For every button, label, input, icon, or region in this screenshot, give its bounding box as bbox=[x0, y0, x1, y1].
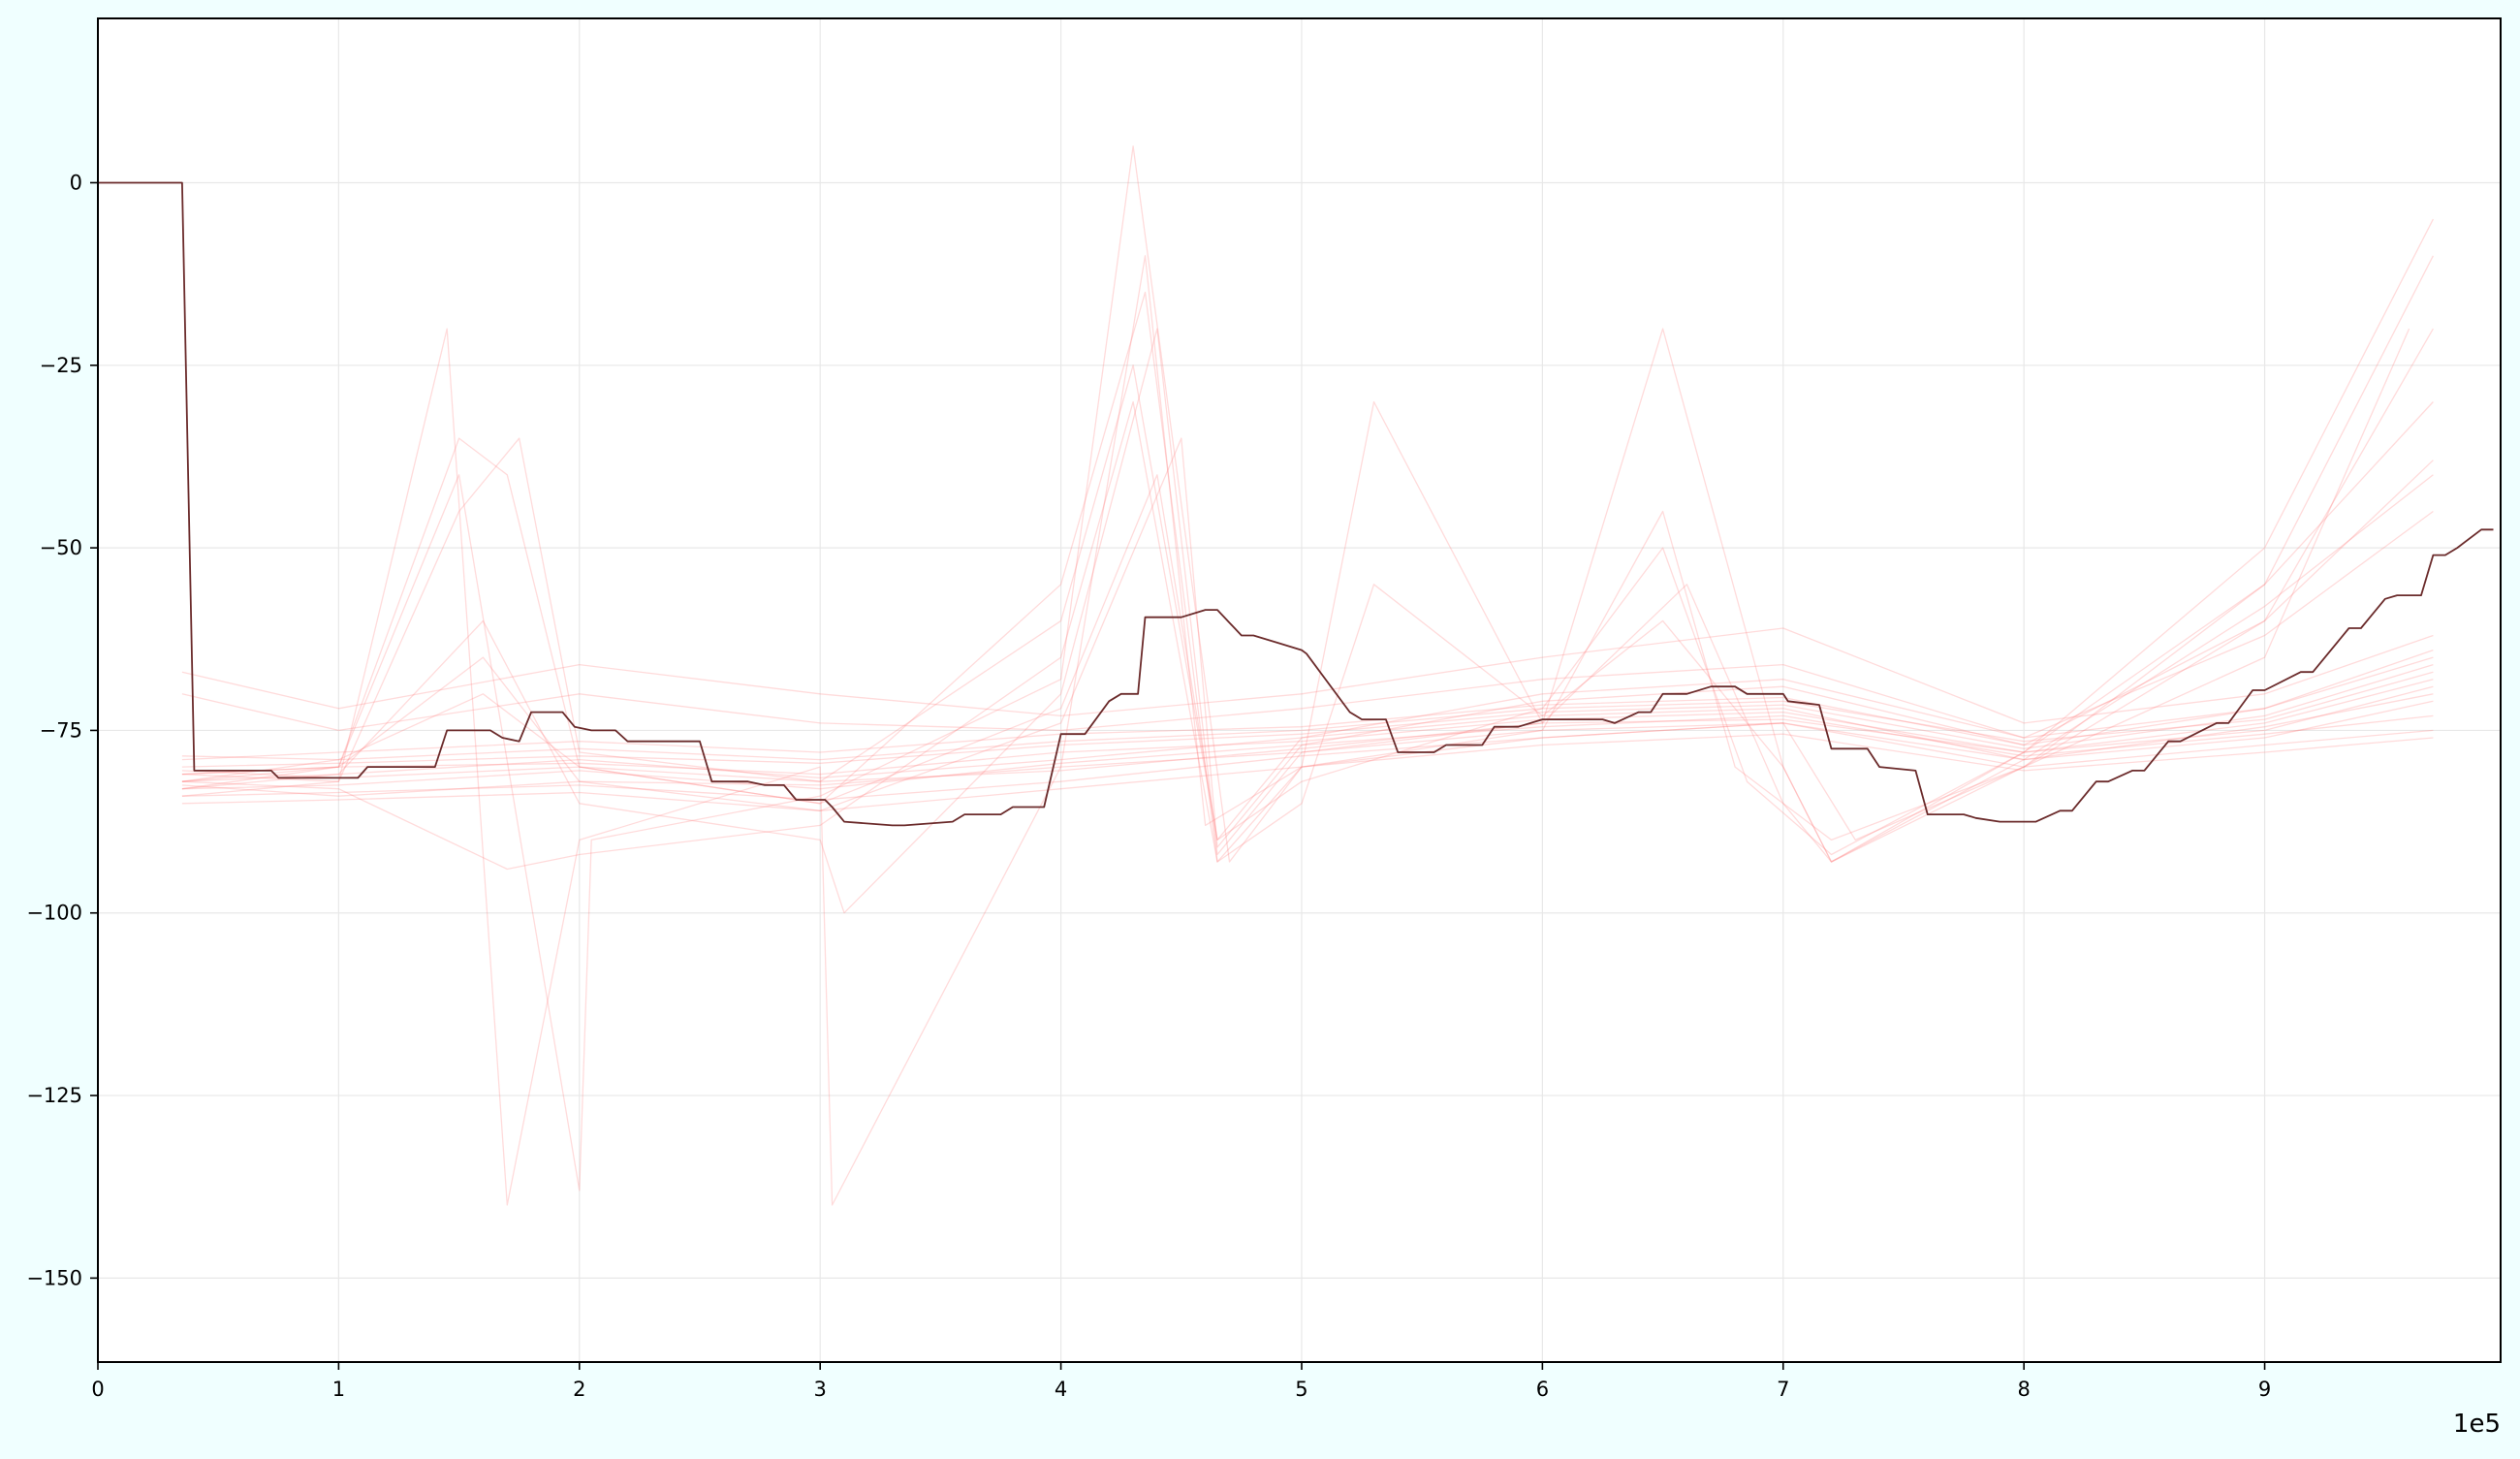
background-series-line-3 bbox=[181, 663, 2434, 768]
background-series-line-11 bbox=[181, 365, 2434, 856]
background-series-line-19 bbox=[181, 656, 2434, 739]
y-tick-label-3: −75 bbox=[40, 718, 82, 742]
background-series-line-0 bbox=[181, 700, 2434, 797]
background-series-line-4 bbox=[181, 722, 2434, 801]
background-series-line-16 bbox=[181, 474, 2434, 841]
y-tick-label-5: −125 bbox=[26, 1084, 82, 1107]
background-series-line-5 bbox=[181, 649, 2434, 761]
background-series-line-6 bbox=[181, 693, 2434, 782]
x-tick-label-7: 7 bbox=[1777, 1378, 1789, 1401]
background-series-line-13 bbox=[181, 328, 2410, 871]
plot-area-frame bbox=[97, 17, 2502, 1363]
x-tick-label-3: 3 bbox=[814, 1378, 827, 1401]
background-series-line-2 bbox=[181, 714, 2434, 790]
background-series-line-9 bbox=[181, 685, 2434, 782]
x-tick-label-4: 4 bbox=[1055, 1378, 1067, 1401]
plot-background bbox=[98, 18, 2501, 1362]
x-axis: 0 1 2 3 4 5 6 7 8 9 bbox=[91, 1362, 2271, 1401]
background-series-line-7 bbox=[181, 733, 2434, 811]
x-tick-label-9: 9 bbox=[2258, 1378, 2271, 1401]
background-series-line-8 bbox=[181, 671, 2434, 761]
background-series-line-10 bbox=[181, 291, 2434, 863]
background-series-line-15 bbox=[181, 145, 2434, 1191]
x-tick-label-8: 8 bbox=[2017, 1378, 2030, 1401]
y-tick-label-0: 0 bbox=[70, 171, 82, 194]
main-series-group bbox=[98, 181, 2494, 827]
background-series-line-14 bbox=[181, 255, 2434, 1206]
y-tick-label-2: −50 bbox=[40, 536, 82, 559]
x-tick-label-5: 5 bbox=[1295, 1378, 1307, 1401]
background-series-line-12 bbox=[181, 328, 2434, 914]
y-tick-label-4: −100 bbox=[26, 902, 82, 925]
x-tick-label-1: 1 bbox=[332, 1378, 345, 1401]
background-series-group bbox=[181, 145, 2434, 1206]
x-axis-offset-label: 1e5 bbox=[2453, 1410, 2501, 1439]
y-axis: 0 −25 −50 −75 −100 −125 −150 bbox=[26, 171, 98, 1289]
main-series-line bbox=[98, 181, 2494, 827]
y-tick-label-6: −150 bbox=[26, 1266, 82, 1289]
y-tick-label-1: −25 bbox=[40, 354, 82, 377]
background-series-line-18 bbox=[181, 627, 2434, 724]
background-series-line-17 bbox=[181, 437, 2434, 848]
x-tick-label-0: 0 bbox=[91, 1378, 104, 1401]
x-tick-label-2: 2 bbox=[573, 1378, 585, 1401]
grid bbox=[97, 18, 2501, 1362]
background-series-line-1 bbox=[181, 679, 2434, 776]
x-tick-label-6: 6 bbox=[1536, 1378, 1549, 1401]
